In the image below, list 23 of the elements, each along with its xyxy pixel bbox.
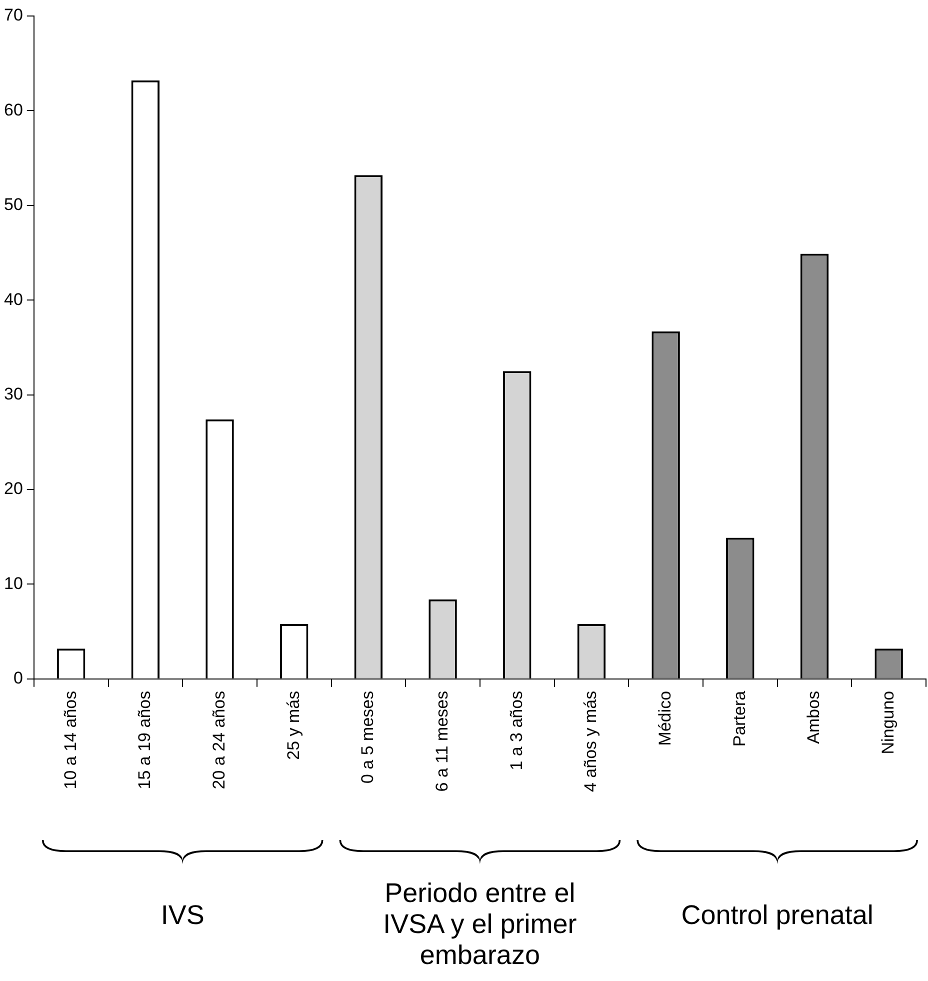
text: Control prenatal [680, 900, 874, 931]
x-tick-label: Médico [655, 690, 674, 746]
y-tick-label: 10 [4, 574, 23, 593]
y-tick-label: 20 [4, 479, 23, 498]
text: Periodo entre el IVSA y el primer embarazo [382, 878, 578, 971]
x-tick-label: 20 a 24 años [209, 690, 228, 790]
y-tick-label: 60 [4, 100, 23, 120]
x-tick-label: 25 y más [284, 690, 303, 760]
y-tick-label: 70 [4, 6, 23, 25]
x-tick-label: Ambos [804, 690, 824, 744]
x-tick-label: 0 a 5 meses [358, 690, 378, 784]
x-tick-label: 4 años y más [581, 690, 600, 792]
x-tick-label: 1 a 3 años [506, 690, 526, 770]
y-tick-label: 50 [4, 195, 23, 214]
y-tick-label: 30 [4, 384, 23, 404]
text: IVS [160, 900, 206, 931]
y-tick-label: 40 [4, 290, 23, 309]
y-tick-label: 0 [13, 668, 23, 688]
x-tick-label: 6 a 11 meses [432, 690, 452, 792]
x-tick-label: 10 a 14 años [60, 690, 80, 790]
x-tick-label: Ninguno [878, 690, 898, 754]
x-tick-label: 15 a 19 años [135, 690, 154, 790]
x-tick-label: Partera [730, 690, 749, 747]
